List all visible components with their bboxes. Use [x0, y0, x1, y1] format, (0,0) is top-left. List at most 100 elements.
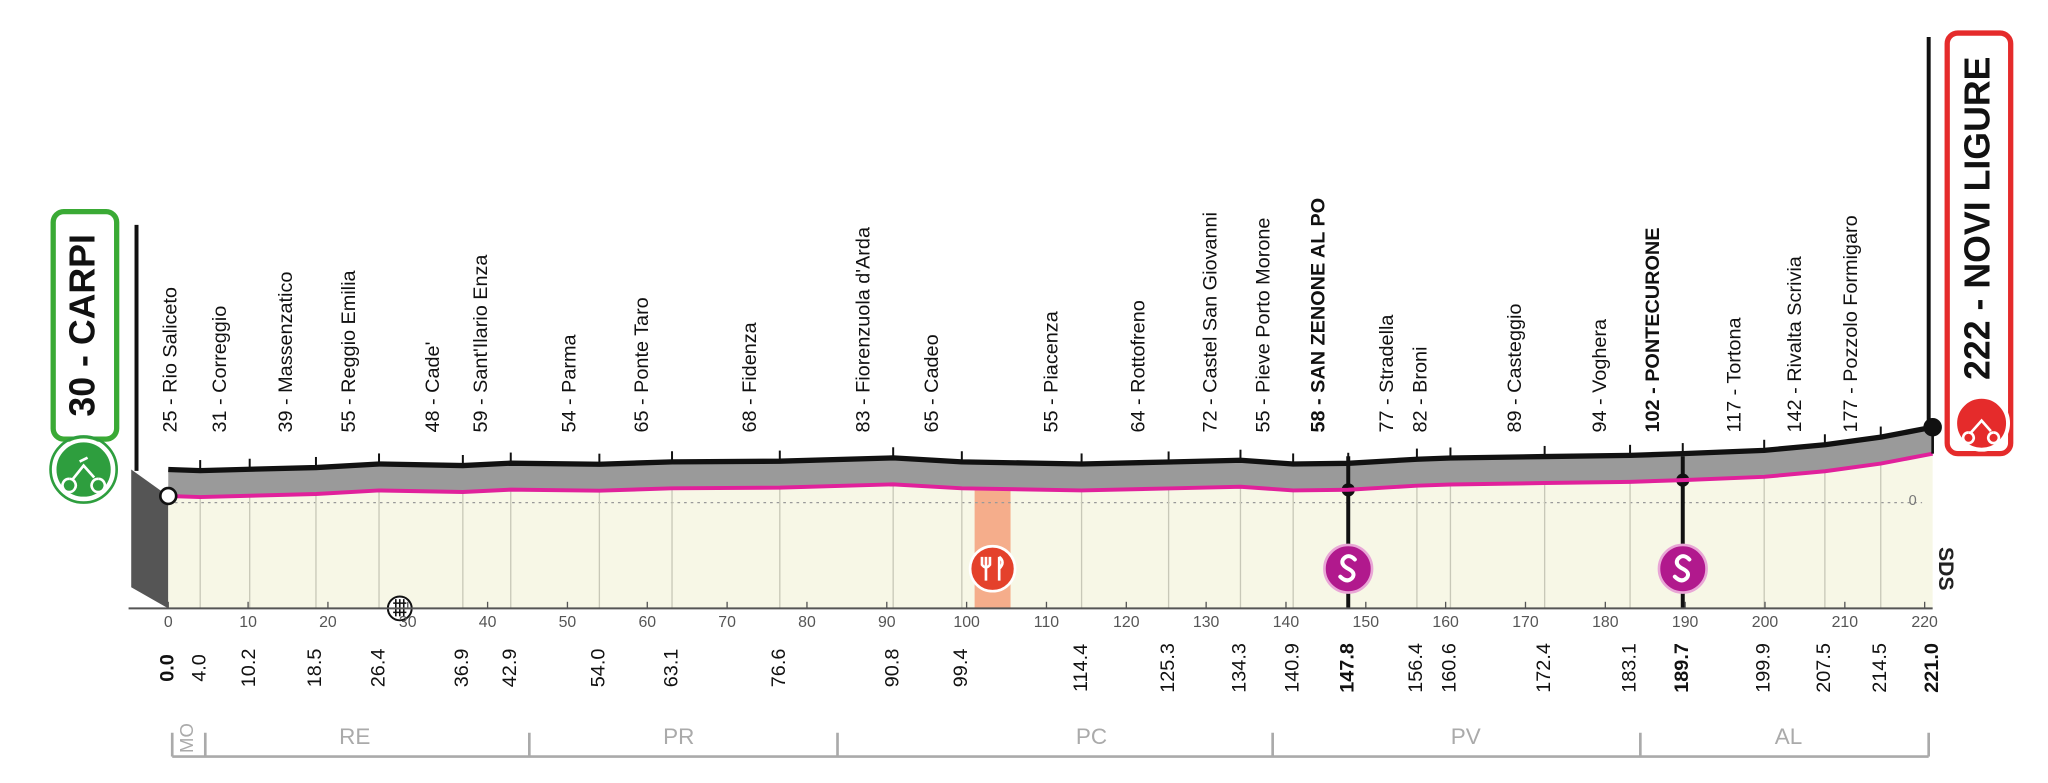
- x-tick-label: 220: [1911, 614, 1938, 631]
- town-label: 55 - Piacenza: [1041, 310, 1063, 432]
- x-tick-label: 70: [718, 614, 736, 631]
- km-label: 160.6: [1439, 643, 1461, 693]
- x-tick-label: 80: [798, 614, 816, 631]
- km-label: 99.4: [950, 649, 972, 688]
- town-label: 39 - Massenzatico: [275, 272, 297, 433]
- km-label: 10.2: [238, 649, 260, 688]
- top-layer: [128, 417, 1942, 622]
- km-label: 4.0: [188, 654, 210, 682]
- start-icon: [52, 438, 115, 501]
- km-label: 172.4: [1533, 643, 1555, 693]
- x-tick-label: 90: [878, 614, 896, 631]
- town-label: 83 - Fiorenzuola d'Arda: [852, 226, 874, 432]
- km-label: 26.4: [367, 649, 389, 688]
- finish-badge: [1944, 30, 2014, 457]
- finish-km-dot: [1923, 417, 1942, 437]
- profile-edge: [168, 424, 1934, 474]
- cyclist-glyph: [1961, 418, 2001, 445]
- province-label: MO: [176, 723, 197, 753]
- x-tick-label: 10: [239, 614, 257, 631]
- km-label: 36.9: [451, 649, 473, 688]
- x-tick-label: 180: [1592, 614, 1619, 631]
- x-tick-label: 210: [1832, 614, 1859, 631]
- x-tick-label: 160: [1432, 614, 1459, 631]
- x-tick-label: 170: [1512, 614, 1539, 631]
- feed-glyph: [980, 555, 1004, 581]
- province-label: PV: [1451, 724, 1481, 749]
- town-label: 77 - Stradella: [1376, 314, 1398, 433]
- start-km-label: 0.0: [156, 654, 178, 682]
- x-tick-label: 100: [953, 614, 980, 631]
- x-tick-label: 50: [559, 614, 577, 631]
- km-label: 76.6: [768, 649, 790, 688]
- town-label: 72 - Castel San Giovanni: [1200, 212, 1222, 432]
- km-label: 189.7: [1671, 643, 1693, 693]
- km-label: 134.3: [1229, 643, 1251, 693]
- x-tick-label: 150: [1353, 614, 1380, 631]
- km-label: 114.4: [1070, 644, 1092, 692]
- town-label: 117 - Tortona: [1723, 317, 1745, 433]
- town-label: 55 - Pieve Porto Morone: [1252, 218, 1274, 433]
- town-label: 31 - Correggio: [209, 306, 231, 433]
- start-icon-ring: [49, 435, 118, 504]
- km-label: 42.9: [499, 649, 521, 688]
- x-tick-label: 30: [399, 614, 417, 631]
- town-label: 65 - Cadeo: [921, 334, 943, 432]
- km-label: 199.9: [1752, 643, 1774, 693]
- km-label: 147.8: [1336, 643, 1358, 693]
- town-label: 142 - Rivalta Scrivia: [1784, 255, 1806, 432]
- km-label: 125.3: [1157, 643, 1179, 693]
- x-tick-label: 120: [1113, 614, 1140, 631]
- profile-line: [168, 451, 1934, 500]
- x-tick-label: 140: [1273, 614, 1300, 631]
- province-label: AL: [1775, 724, 1802, 749]
- finish-icon: [1953, 394, 2011, 452]
- profile-side: [131, 469, 169, 609]
- x-tick-label: 190: [1672, 614, 1699, 631]
- province-label: RE: [339, 724, 370, 749]
- sprint-glyph: [1672, 554, 1692, 583]
- town-label: 177 - Pozzolo Formigaro: [1840, 215, 1862, 432]
- cyclist-glyph: [61, 456, 107, 494]
- km-label: 207.5: [1813, 643, 1835, 693]
- side-label: SDS: [1934, 547, 1957, 591]
- town-label: 68 - Fidenza: [739, 321, 761, 432]
- km-label: 156.4: [1405, 643, 1427, 693]
- town-label: 48 - Cade': [422, 342, 444, 433]
- x-tick-label: 110: [1034, 614, 1059, 631]
- town-label: 65 - Ponte Taro: [631, 297, 653, 432]
- back-layer: [131, 427, 1933, 609]
- finish-km-label: 221.0: [1921, 643, 1943, 693]
- km-label: 90.8: [881, 649, 903, 688]
- km-label: 214.5: [1869, 643, 1891, 693]
- x-tick-label: 200: [1752, 614, 1779, 631]
- profile-top: [168, 427, 1933, 498]
- front-layer: 25 - Rio Saliceto 4.0 31 - Correggio 10.2 39…: [156, 198, 1942, 693]
- km-label: 63.1: [660, 649, 682, 688]
- town-label: 25 - Rio Saliceto: [159, 287, 181, 432]
- feed-icon: [968, 544, 1017, 593]
- x-tick-label: 60: [638, 614, 656, 631]
- town-label: 55 - Reggio Emilia: [338, 270, 360, 433]
- town-label: 94 - Voghera: [1589, 318, 1611, 433]
- start-name: 30 - CARPI: [62, 234, 102, 417]
- km-label: 140.9: [1281, 643, 1303, 693]
- province-label: PC: [1076, 724, 1107, 749]
- town-label: 58 - SAN ZENONE AL PO: [1307, 198, 1329, 433]
- province-label: PR: [663, 724, 694, 749]
- x-tick-label: 20: [319, 614, 337, 631]
- finish-name: 222 - NOVI LIGURE: [1958, 57, 1998, 380]
- town-label: 54 - Parma: [559, 333, 581, 432]
- town-label: 102 - PONTECURONE: [1642, 228, 1664, 433]
- km-label: 18.5: [304, 649, 326, 688]
- y-tick-label: 0: [1909, 493, 1917, 509]
- town-label: 89 - Casteggio: [1504, 304, 1526, 433]
- province-row: [170, 732, 1931, 758]
- km-label: 54.0: [588, 649, 610, 688]
- x-tick-label: 130: [1193, 614, 1220, 631]
- province-labels: MO RE PR PC PV AL: [176, 723, 1802, 753]
- town-label: 64 - Rottofreno: [1128, 300, 1150, 432]
- x-tick-label: 0: [164, 614, 173, 631]
- x-tick-label: 40: [479, 614, 497, 631]
